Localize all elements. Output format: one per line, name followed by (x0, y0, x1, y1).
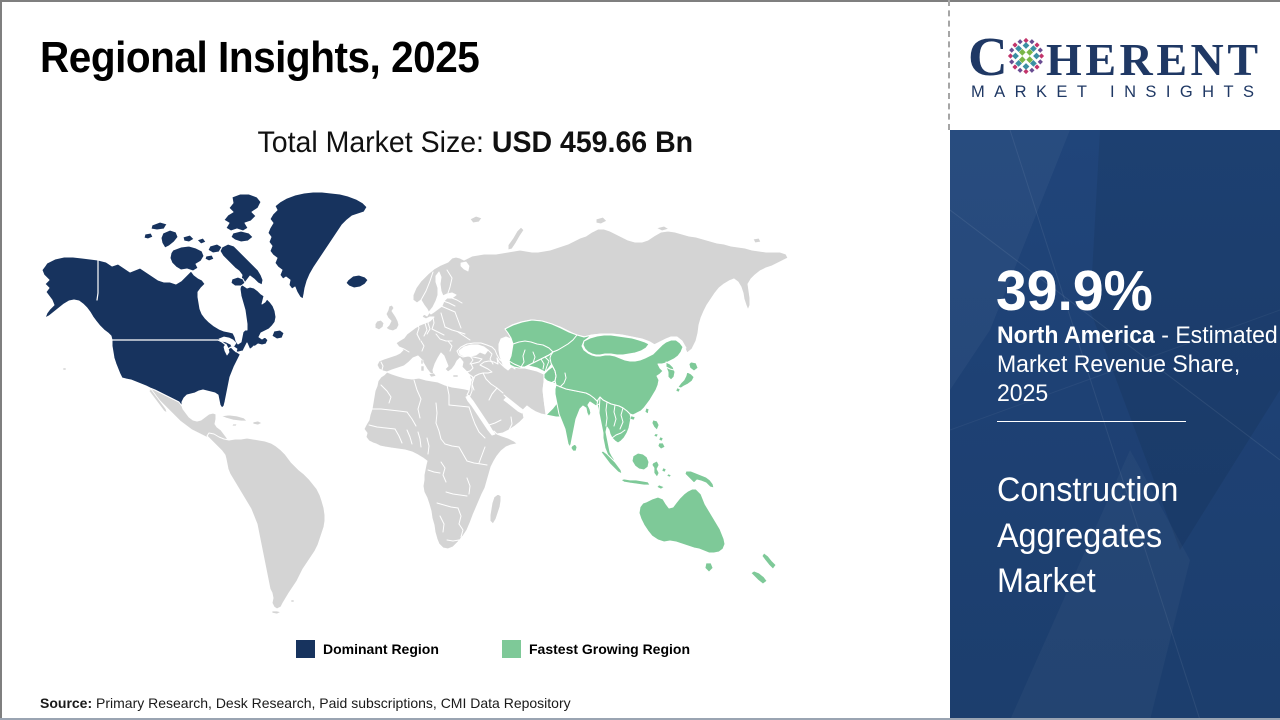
svg-text:MARKET INSIGHTS: MARKET INSIGHTS (971, 83, 1257, 101)
svg-text:C: C (968, 26, 1008, 87)
svg-text:HERENT: HERENT (1046, 34, 1258, 85)
